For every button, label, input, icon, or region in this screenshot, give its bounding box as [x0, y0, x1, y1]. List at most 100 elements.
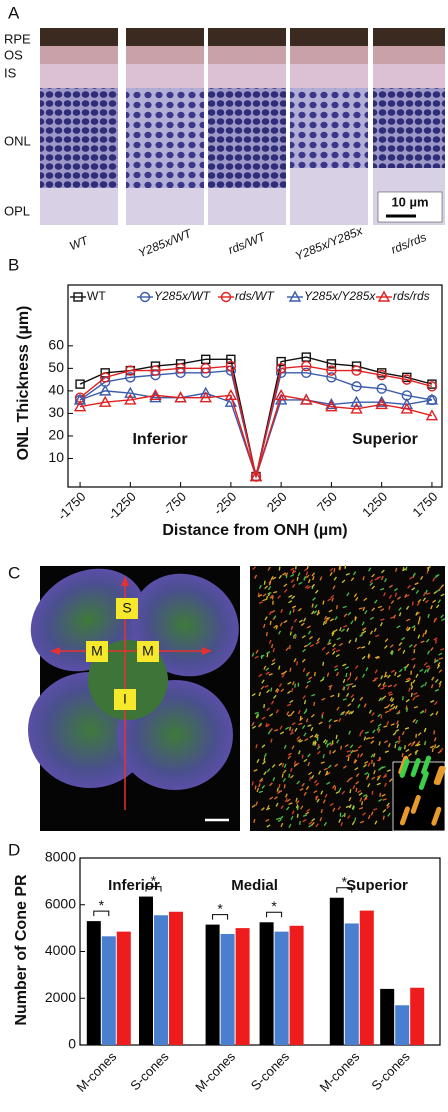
bar — [102, 936, 116, 1045]
quadrant-label: M — [91, 643, 103, 659]
x-tick-label: S-cones — [368, 1049, 413, 1094]
onl-layer — [290, 88, 368, 168]
bar — [330, 898, 344, 1045]
cone — [297, 577, 298, 581]
x-tick-label: -250 — [210, 489, 239, 518]
genotype-label: rds/rds — [389, 230, 428, 257]
rpe-layer — [373, 28, 445, 48]
bar — [290, 926, 304, 1045]
is-layer — [373, 64, 445, 88]
legend-label: Y285x/WT — [154, 289, 212, 303]
cone — [279, 666, 280, 670]
cone — [381, 715, 382, 719]
cone — [290, 727, 291, 731]
y-tick-label: 50 — [48, 359, 64, 375]
cone — [267, 596, 268, 600]
opl-layer — [40, 188, 118, 225]
cone — [362, 801, 363, 805]
y-axis-title: ONL Thickness (µm) — [15, 306, 32, 461]
sig-label: * — [342, 873, 348, 889]
os-layer — [40, 46, 118, 64]
cone — [323, 662, 324, 666]
opl-layer — [290, 168, 368, 225]
is-layer — [208, 64, 286, 88]
legend-label: rds/WT — [235, 289, 275, 303]
quadrant-label: M — [142, 643, 154, 659]
cone — [279, 784, 280, 788]
cone — [345, 565, 346, 569]
cone — [272, 596, 273, 600]
layer-label: IS — [4, 65, 17, 80]
rpe-layer — [40, 28, 118, 48]
cone — [270, 621, 271, 625]
onl-layer — [40, 88, 118, 188]
os-layer — [373, 46, 445, 64]
cone — [326, 620, 327, 624]
cone — [395, 744, 396, 748]
panel-letter: B — [8, 255, 19, 274]
bar — [275, 932, 289, 1045]
cone — [399, 736, 400, 740]
y-tick-label: 60 — [48, 337, 64, 353]
x-tick-label: 750 — [314, 489, 340, 515]
cone — [356, 788, 357, 792]
layer-label: ONL — [4, 133, 31, 148]
cone — [318, 744, 319, 748]
bar — [260, 922, 274, 1045]
cone — [315, 672, 316, 676]
group-label: Superior — [346, 877, 408, 894]
onl-layer — [208, 88, 286, 188]
opl-layer — [126, 188, 204, 225]
cone — [264, 581, 265, 585]
cone — [315, 740, 316, 744]
panel-letter: D — [8, 840, 20, 859]
cone — [313, 741, 314, 745]
cone — [383, 816, 384, 820]
cone — [427, 668, 428, 672]
cone — [310, 777, 311, 781]
bar — [206, 925, 220, 1045]
scale-label: 10 µm — [391, 194, 428, 209]
cone — [348, 757, 349, 761]
panel-letter: C — [8, 563, 20, 582]
bar — [154, 915, 168, 1045]
y-tick-label: 2000 — [45, 989, 76, 1005]
genotype-label: Y285x/Y285x — [293, 223, 365, 263]
y-tick-label: 30 — [48, 404, 64, 420]
bar — [236, 928, 250, 1045]
layer-label: OPL — [4, 203, 30, 218]
x-tick-label: M-cones — [73, 1049, 119, 1095]
bar — [345, 923, 359, 1045]
legend-label: WT — [87, 289, 106, 303]
cone — [266, 723, 267, 727]
sig-label: * — [151, 872, 157, 888]
layer-label: RPE — [4, 31, 31, 46]
x-tick-label: M-cones — [192, 1049, 238, 1095]
quadrant-label: I — [123, 691, 127, 707]
opl-layer — [208, 188, 286, 225]
os-layer — [208, 46, 286, 64]
bar — [221, 934, 235, 1045]
x-tick-label: -1250 — [105, 489, 139, 523]
os-layer — [126, 46, 204, 64]
rpe-layer — [126, 28, 204, 48]
genotype-label: WT — [67, 233, 91, 254]
sig-label: * — [271, 898, 277, 914]
sig-label: * — [217, 900, 223, 916]
x-tick-label: S-cones — [127, 1049, 172, 1094]
x-tick-label: M-cones — [316, 1049, 362, 1095]
x-tick-label: -1750 — [54, 489, 88, 523]
cone — [435, 744, 436, 748]
cone — [358, 754, 359, 758]
cone — [279, 567, 280, 571]
cone — [411, 693, 412, 697]
cone — [317, 737, 318, 741]
cone — [255, 785, 256, 789]
x-axis-title: Distance from ONH (µm) — [162, 522, 347, 539]
cone — [428, 567, 429, 571]
cone — [380, 793, 381, 797]
bar — [117, 932, 131, 1045]
y-tick-label: 6000 — [45, 895, 76, 911]
